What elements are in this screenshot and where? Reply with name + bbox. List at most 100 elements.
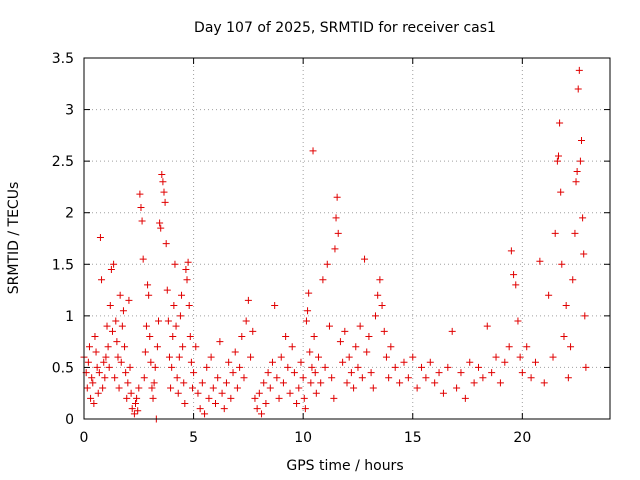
data-point: [367, 369, 375, 377]
data-point: [151, 363, 159, 371]
data-point: [255, 389, 263, 397]
data-point: [171, 260, 179, 268]
data-point: [354, 363, 362, 371]
data-point: [96, 233, 104, 241]
y-tick-label: 3.5: [52, 51, 74, 67]
data-point: [244, 296, 252, 304]
data-point: [182, 265, 190, 273]
data-point: [301, 405, 309, 413]
data-point: [108, 327, 116, 335]
data-point: [216, 338, 224, 346]
data-point: [112, 317, 120, 325]
data-point: [201, 410, 209, 418]
x-axis-ticks: 0 5 10 15 20: [80, 58, 531, 446]
data-point: [356, 322, 364, 330]
data-point: [330, 394, 338, 402]
data-point: [141, 348, 149, 356]
data-point: [350, 384, 358, 392]
data-point: [275, 394, 283, 402]
data-point: [132, 400, 140, 408]
data-point: [453, 384, 461, 392]
data-point: [286, 389, 294, 397]
data-point: [556, 119, 564, 127]
data-point: [413, 384, 421, 392]
data-point: [576, 157, 584, 165]
data-point: [135, 384, 143, 392]
data-point: [227, 394, 235, 402]
data-point: [128, 405, 136, 413]
data-points: [80, 66, 590, 423]
data-point: [165, 353, 173, 361]
y-tick-label: 3: [65, 103, 74, 119]
data-point: [138, 217, 146, 225]
data-point: [554, 152, 562, 160]
data-point: [573, 167, 581, 175]
data-point: [240, 374, 248, 382]
data-point: [260, 379, 268, 387]
data-point: [422, 374, 430, 382]
data-point: [483, 322, 491, 330]
data-point: [571, 229, 579, 237]
data-point: [325, 322, 333, 330]
data-point: [175, 353, 183, 361]
data-point: [134, 407, 142, 415]
data-point: [361, 255, 369, 263]
data-point: [113, 338, 121, 346]
data-point: [178, 291, 186, 299]
data-point: [251, 394, 259, 402]
data-point: [341, 327, 349, 335]
data-point: [174, 389, 182, 397]
data-point: [312, 389, 320, 397]
data-point: [125, 296, 133, 304]
data-point: [479, 374, 487, 382]
data-point: [516, 353, 524, 361]
data-point: [124, 379, 132, 387]
data-point: [387, 343, 395, 351]
data-point: [222, 379, 230, 387]
data-point: [352, 343, 360, 351]
data-point: [549, 353, 557, 361]
plot-frame: [83, 57, 611, 420]
data-point: [560, 332, 568, 340]
data-point: [385, 374, 393, 382]
data-point: [169, 332, 177, 340]
data-point: [159, 178, 167, 186]
data-point: [121, 343, 129, 351]
data-point: [514, 317, 522, 325]
data-point: [268, 358, 276, 366]
data-point: [187, 358, 195, 366]
data-point: [185, 302, 193, 310]
x-tick-label: 20: [513, 430, 531, 446]
data-point: [136, 190, 144, 198]
data-point: [439, 389, 447, 397]
data-point: [253, 405, 261, 413]
data-point: [457, 369, 465, 377]
data-point: [358, 374, 366, 382]
data-point: [173, 374, 181, 382]
data-point: [404, 374, 412, 382]
data-point: [369, 384, 377, 392]
data-point: [545, 291, 553, 299]
data-point: [130, 410, 138, 418]
data-point: [106, 302, 114, 310]
data-point: [146, 332, 154, 340]
data-point: [531, 358, 539, 366]
data-point: [214, 374, 222, 382]
data-point: [104, 343, 112, 351]
data-point: [238, 332, 246, 340]
data-point: [284, 363, 292, 371]
data-point: [194, 389, 202, 397]
data-point: [290, 369, 298, 377]
data-point: [315, 353, 323, 361]
data-point: [88, 374, 96, 382]
data-point: [156, 219, 164, 227]
data-point: [505, 343, 513, 351]
data-point: [183, 276, 191, 284]
data-point: [518, 369, 526, 377]
data-point: [409, 353, 417, 361]
data-point: [376, 276, 384, 284]
x-tick-label: 0: [80, 430, 89, 446]
data-point: [317, 379, 325, 387]
data-point: [157, 224, 165, 232]
data-point: [305, 289, 313, 297]
